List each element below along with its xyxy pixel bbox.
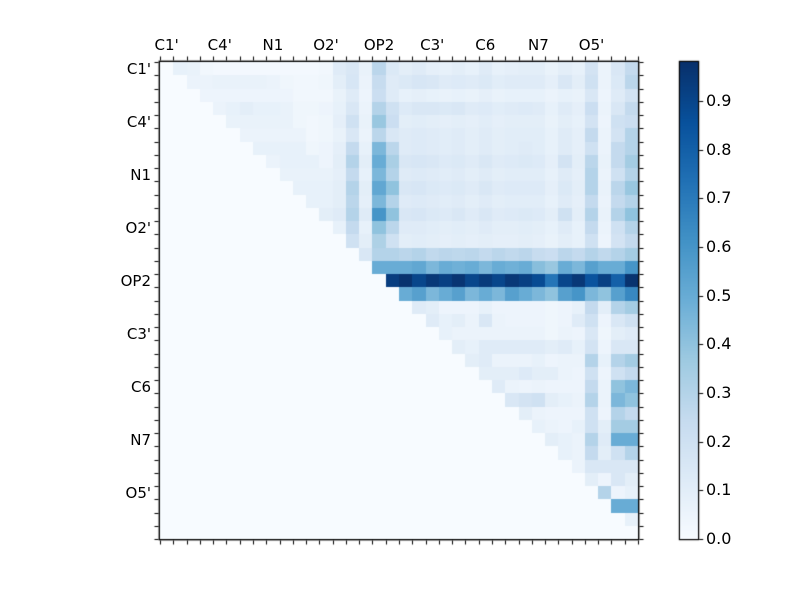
x-tick-label-6: C6 bbox=[475, 36, 496, 54]
y-tick-label-8: O5' bbox=[125, 483, 151, 502]
x-tick-label-4: OP2 bbox=[363, 36, 395, 54]
y-tick-label-3: O2' bbox=[125, 218, 151, 237]
y-tick-label-5: C3' bbox=[126, 324, 151, 343]
colorbar-tick-label-0-6: 0.6 bbox=[706, 236, 732, 256]
colorbar-tick-label-0-8: 0.8 bbox=[706, 139, 732, 159]
colorbar-tick-label-0-1: 0.1 bbox=[706, 480, 732, 500]
x-tick-label-8: O5' bbox=[578, 36, 605, 54]
colorbar-tick-label-0-9: 0.9 bbox=[706, 90, 732, 110]
colorbar-tick-label-0-2: 0.2 bbox=[706, 431, 732, 451]
colorbar-tick-label-0-7: 0.7 bbox=[706, 188, 732, 208]
x-tick-label-0: C1' bbox=[154, 36, 179, 54]
y-tick-label-0: C1' bbox=[126, 59, 151, 78]
y-tick-label-1: C4' bbox=[126, 112, 151, 131]
colorbar-tick-label-0-0: 0.0 bbox=[706, 529, 732, 548]
colorbar-tick-label-0-3: 0.3 bbox=[706, 382, 732, 402]
x-tick-label-2: N1 bbox=[262, 36, 284, 54]
colorbar-tick-label-0-4: 0.4 bbox=[706, 334, 732, 354]
x-tick-label-7: N7 bbox=[528, 36, 549, 54]
y-tick-label-7: N7 bbox=[130, 430, 151, 449]
x-tick-label-3: O2' bbox=[313, 36, 339, 54]
x-tick-label-5: C3' bbox=[420, 36, 445, 54]
colorbar-tick-label-0-5: 0.5 bbox=[706, 285, 732, 305]
x-tick-label-1: C4' bbox=[207, 36, 232, 54]
y-tick-label-4: OP2 bbox=[120, 271, 151, 290]
y-tick-label-2: N1 bbox=[130, 165, 151, 184]
y-tick-label-6: C6 bbox=[130, 377, 151, 396]
